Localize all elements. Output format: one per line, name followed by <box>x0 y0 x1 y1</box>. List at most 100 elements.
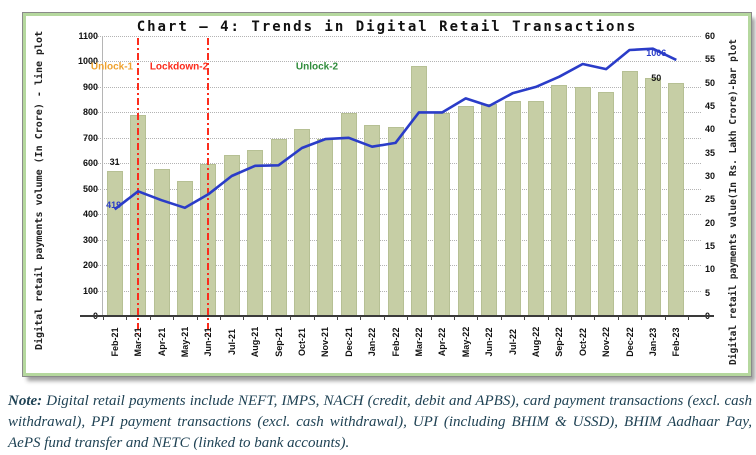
x-tick-mark <box>547 316 549 320</box>
right-axis-tick-label: 40 <box>705 124 716 135</box>
x-tick-label: Nov-21 <box>320 326 331 358</box>
right-axis-tick-label: 15 <box>705 241 716 251</box>
x-tick-label: Jun-21 <box>203 327 214 357</box>
plot-area: Unlock-1 Lockdown-2 Unlock-2 31 419 1006 50 <box>91 36 688 334</box>
right-axis-tick-label: 25 <box>705 194 716 205</box>
x-tick-mark <box>243 316 245 320</box>
chart-title: Chart – 4: Trends in Digital Retail Tran… <box>136 19 638 35</box>
x-tick-mark <box>220 316 221 320</box>
x-tick-label: Sep-22 <box>554 327 565 357</box>
x-tick-mark <box>571 316 572 320</box>
x-tick-label: Jul-21 <box>226 328 237 356</box>
phase-label: Unlock-1 <box>90 61 134 73</box>
x-tick-label: Apr-22 <box>437 327 448 357</box>
x-tick-mark <box>407 316 409 320</box>
phase-label: Unlock-2 <box>295 61 339 73</box>
right-axis-tick-label: 55 <box>705 54 716 65</box>
x-tick-mark <box>500 316 502 320</box>
left-axis-tick-label: 1000 <box>77 56 98 67</box>
left-axis-tick-label: 500 <box>82 183 98 194</box>
x-tick-label: Feb-23 <box>671 327 682 357</box>
x-tick-label: Sep-21 <box>273 327 284 357</box>
data-label: 419 <box>106 200 122 211</box>
x-tick-label: Apr-21 <box>156 327 167 357</box>
left-axis-title: Digital retail payments volume (In Crore… <box>34 30 45 350</box>
bar-Apr-21 <box>153 169 170 316</box>
bar-Oct-22 <box>574 87 591 316</box>
x-tick-mark <box>290 316 292 320</box>
x-tick-mark <box>688 316 689 320</box>
lockdown-boundary-line <box>207 38 210 334</box>
x-tick-mark <box>149 316 151 320</box>
bar-Sep-22 <box>551 85 568 316</box>
trend-polyline <box>113 47 677 211</box>
x-tick-label: Oct-22 <box>577 327 588 357</box>
x-tick-mark <box>360 316 362 320</box>
note-body: Digital retail payments include NEFT, IM… <box>8 393 752 451</box>
right-axis-tick-label: 60 <box>705 31 716 41</box>
x-tick-mark <box>196 316 198 320</box>
x-tick-label: Mar-21 <box>133 327 144 357</box>
bar-Mar-22 <box>410 66 427 316</box>
x-tick-label: May-21 <box>179 326 190 358</box>
x-tick-mark <box>383 316 385 320</box>
x-tick-mark <box>477 316 479 320</box>
right-axis-tick-label: 45 <box>705 101 716 111</box>
left-axis-tick-label: 100 <box>82 285 98 296</box>
x-tick-mark <box>430 316 432 320</box>
bar-Jul-21 <box>223 155 240 316</box>
note-label: Note: <box>8 393 43 409</box>
x-tick-mark <box>103 316 104 320</box>
x-tick-label: Dec-22 <box>624 327 635 357</box>
left-axis-tick-label: 800 <box>82 107 98 118</box>
x-tick-label: Oct-21 <box>296 327 307 357</box>
trend-line <box>113 47 677 211</box>
left-axis-tick-label: 700 <box>82 132 98 143</box>
left-axis-tick-label: 900 <box>82 81 98 92</box>
x-tick-label: Jan-22 <box>367 327 378 357</box>
x-tick-label: Mar-22 <box>413 327 424 357</box>
x-tick-mark <box>594 316 596 320</box>
bar-May-21 <box>176 180 193 316</box>
x-tick-label: Aug-22 <box>530 326 541 358</box>
data-label: 31 <box>109 157 120 168</box>
bar-Feb-23 <box>668 82 685 316</box>
right-axis-tick-label: 35 <box>705 147 716 158</box>
right-axis-tick-label: 50 <box>705 77 716 88</box>
left-axis-tick-label: 400 <box>82 209 98 220</box>
x-tick-mark <box>641 316 643 320</box>
x-tick-label: Jul-22 <box>507 328 518 356</box>
x-tick-label: Feb-22 <box>390 327 401 357</box>
left-axis-line <box>102 36 103 316</box>
gridline <box>84 36 701 37</box>
phase-label: Lockdown-2 <box>149 61 209 73</box>
bar-Jul-22 <box>504 101 521 316</box>
bar-Jan-23 <box>644 78 661 316</box>
bar-Aug-21 <box>247 150 264 316</box>
x-tick-label: May-22 <box>460 326 471 358</box>
x-tick-label: Dec-21 <box>343 327 354 357</box>
bar-Feb-22 <box>387 127 404 316</box>
gridline <box>84 86 701 88</box>
note: Note: Digital retail payments include NE… <box>8 391 752 454</box>
x-tick-label: Jun-22 <box>484 327 495 357</box>
x-axis-labels: Feb-21 Mar-21 Apr-21 May-21 Jun-21 Jul-21 Aug-… <box>103 316 689 368</box>
bar-Sep-21 <box>270 138 287 316</box>
x-tick-mark <box>617 316 619 320</box>
bar-Aug-22 <box>527 101 544 316</box>
bar-May-22 <box>457 106 474 316</box>
chart-figure: Chart – 4: Trends in Digital Retail Tran… <box>22 12 752 377</box>
x-tick-mark <box>313 316 315 320</box>
right-axis-tick-label: 5 <box>705 287 711 298</box>
data-label: 1006 <box>646 47 667 58</box>
left-axis-tick-label: 600 <box>82 158 98 169</box>
right-axis-tick-label: 20 <box>705 217 716 228</box>
bar-Oct-21 <box>293 129 310 316</box>
bar-Dec-22 <box>621 71 638 316</box>
x-axis-line <box>80 315 714 317</box>
bar-Jun-22 <box>481 103 498 316</box>
x-tick-mark <box>173 316 175 320</box>
x-tick-label: Nov-22 <box>601 326 612 358</box>
lockdown-boundary-line <box>137 38 140 334</box>
